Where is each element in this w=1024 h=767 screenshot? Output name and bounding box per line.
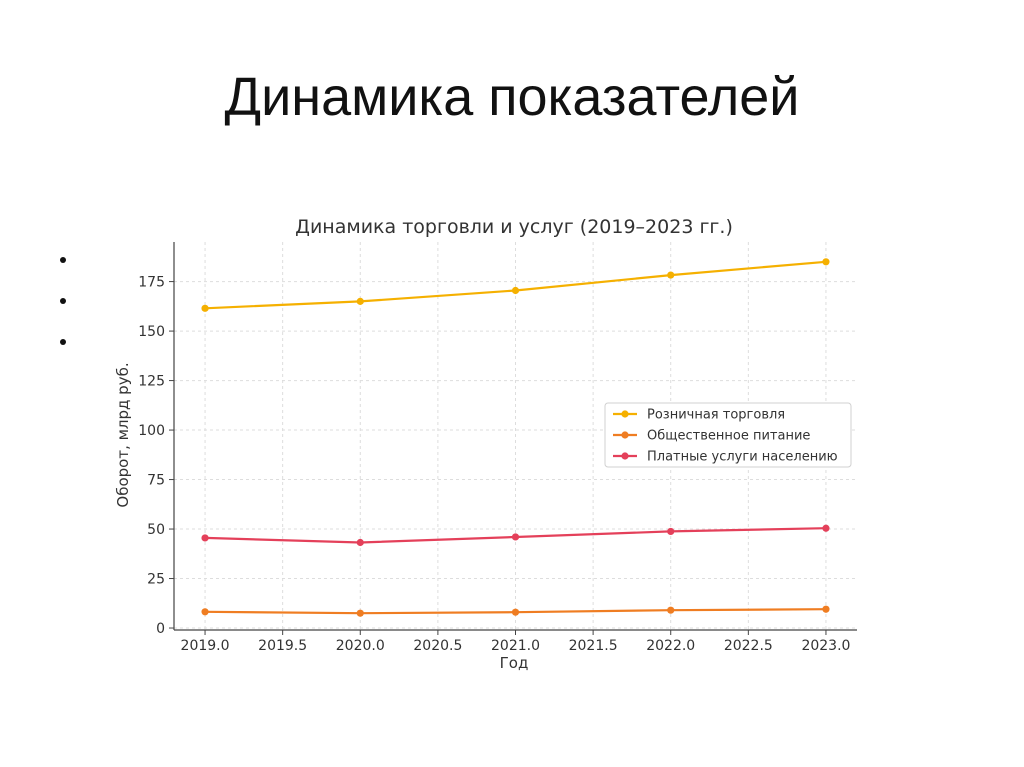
data-point [822, 605, 830, 613]
data-point [822, 524, 830, 532]
x-tick-label: 2019.0 [181, 638, 230, 654]
bullet-dot-icon [60, 257, 66, 263]
data-point [356, 297, 364, 305]
y-axis-label: Оборот, млрд руб. [114, 362, 132, 507]
bullet-dot-icon [60, 339, 66, 345]
data-point [356, 538, 364, 547]
data-point [511, 608, 520, 616]
bullet-dot-icon [60, 298, 66, 304]
legend-label: Общественное питание [647, 429, 810, 444]
data-point [667, 527, 675, 536]
x-tick-label: 2021.0 [491, 638, 540, 654]
x-tick-label: 2022.0 [646, 638, 695, 654]
y-tick-label: 25 [147, 572, 165, 588]
legend-swatch-marker [621, 410, 629, 418]
x-tick-label: 2023.0 [801, 638, 850, 654]
y-tick-label: 75 [147, 473, 165, 489]
data-point [201, 534, 209, 542]
data-point [201, 304, 209, 312]
data-point [356, 609, 364, 617]
y-tick-label: 0 [156, 621, 165, 637]
chart-title: Динамика торговли и услуг (2019–2023 гг.… [295, 216, 733, 238]
x-tick-label: 2021.5 [569, 638, 618, 654]
chart-legend: Розничная торговля Общественное питание Пл… [604, 402, 852, 468]
data-point [822, 258, 830, 266]
y-tick-label: 100 [138, 423, 165, 439]
x-tick-label: 2022.5 [724, 638, 773, 654]
legend-label: Платные услуги населению [647, 450, 838, 465]
chart-ticks: 0 25 50 75 100 125 150 175 2019.0 2019.5 2020.0 202… [138, 275, 850, 654]
x-tick-label: 2019.5 [258, 638, 307, 654]
data-point [667, 271, 675, 279]
y-tick-label: 125 [138, 374, 165, 390]
data-point [667, 606, 675, 614]
y-tick-label: 175 [138, 275, 165, 291]
data-point [511, 533, 520, 541]
legend-label: Розничная торговля [647, 408, 785, 423]
x-tick-label: 2020.5 [413, 638, 462, 654]
slide-title: Динамика показателей [224, 67, 800, 127]
data-point [511, 286, 520, 295]
legend-swatch-marker [621, 431, 629, 439]
y-tick-label: 50 [147, 522, 165, 538]
x-axis-label: Год [500, 654, 529, 672]
chart-series [201, 258, 830, 617]
data-point [201, 608, 209, 616]
legend-swatch-marker [621, 452, 629, 460]
legend-frame [604, 402, 852, 468]
x-tick-label: 2020.0 [336, 638, 385, 654]
y-tick-label: 150 [138, 324, 165, 340]
